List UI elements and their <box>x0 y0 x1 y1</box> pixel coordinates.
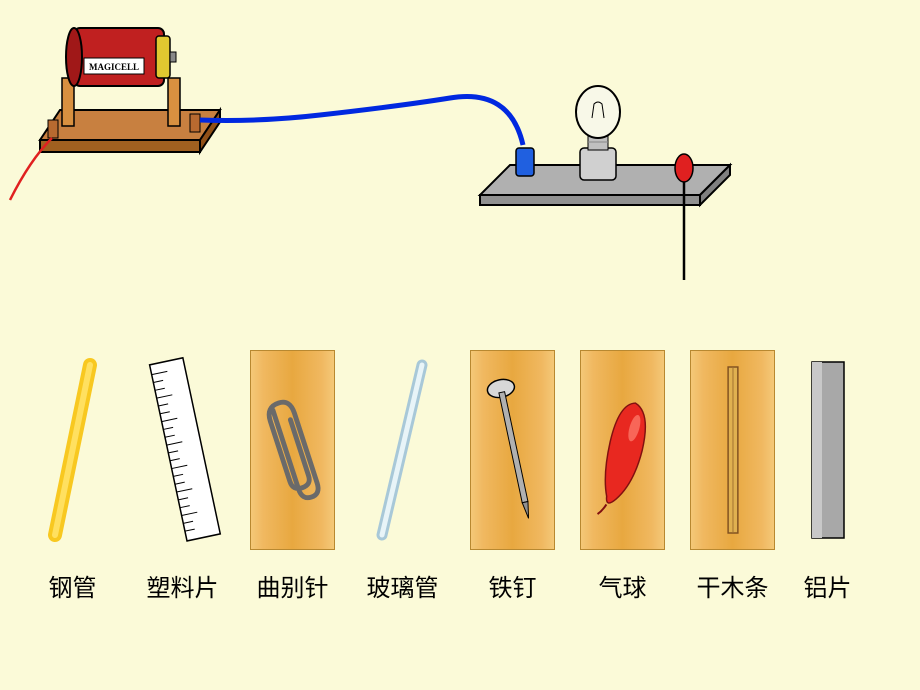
balloon-label: 气球 <box>599 568 647 603</box>
material-balloon: 气球 <box>580 350 665 603</box>
dry-wood-label: 干木条 <box>697 568 769 603</box>
battery-label: MAGICELL <box>89 62 139 72</box>
circuit-diagram: MAGICELL <box>0 0 920 280</box>
material-plastic-sheet: 塑料片 <box>140 350 225 603</box>
material-steel-pipe: 钢管 <box>30 350 115 603</box>
circuit-svg: MAGICELL <box>0 0 920 280</box>
glass-tube-label: 玻璃管 <box>367 568 439 603</box>
materials-row: 钢管 <box>0 350 920 603</box>
aluminum-icon <box>800 350 855 550</box>
material-paperclip: 曲别针 <box>250 350 335 603</box>
dry-wood-icon <box>690 350 775 550</box>
paperclip-icon <box>250 350 335 550</box>
paperclip-label: 曲别针 <box>257 568 329 603</box>
steel-pipe-label: 钢管 <box>49 568 97 603</box>
iron-nail-icon <box>470 350 555 550</box>
balloon-icon <box>580 350 665 550</box>
material-dry-wood: 干木条 <box>690 350 775 603</box>
material-iron-nail: 铁钉 <box>470 350 555 603</box>
material-glass-tube: 玻璃管 <box>360 350 445 603</box>
blue-wire <box>200 97 523 145</box>
iron-nail-label: 铁钉 <box>489 568 537 603</box>
plastic-sheet-label: 塑料片 <box>147 568 219 603</box>
material-aluminum: 铝片 <box>800 350 855 603</box>
plastic-sheet-icon <box>140 350 225 550</box>
steel-pipe-icon <box>30 350 115 550</box>
battery-assembly: MAGICELL <box>40 28 220 152</box>
glass-tube-icon <box>360 350 445 550</box>
bulb-assembly <box>480 86 730 280</box>
aluminum-label: 铝片 <box>804 568 852 603</box>
